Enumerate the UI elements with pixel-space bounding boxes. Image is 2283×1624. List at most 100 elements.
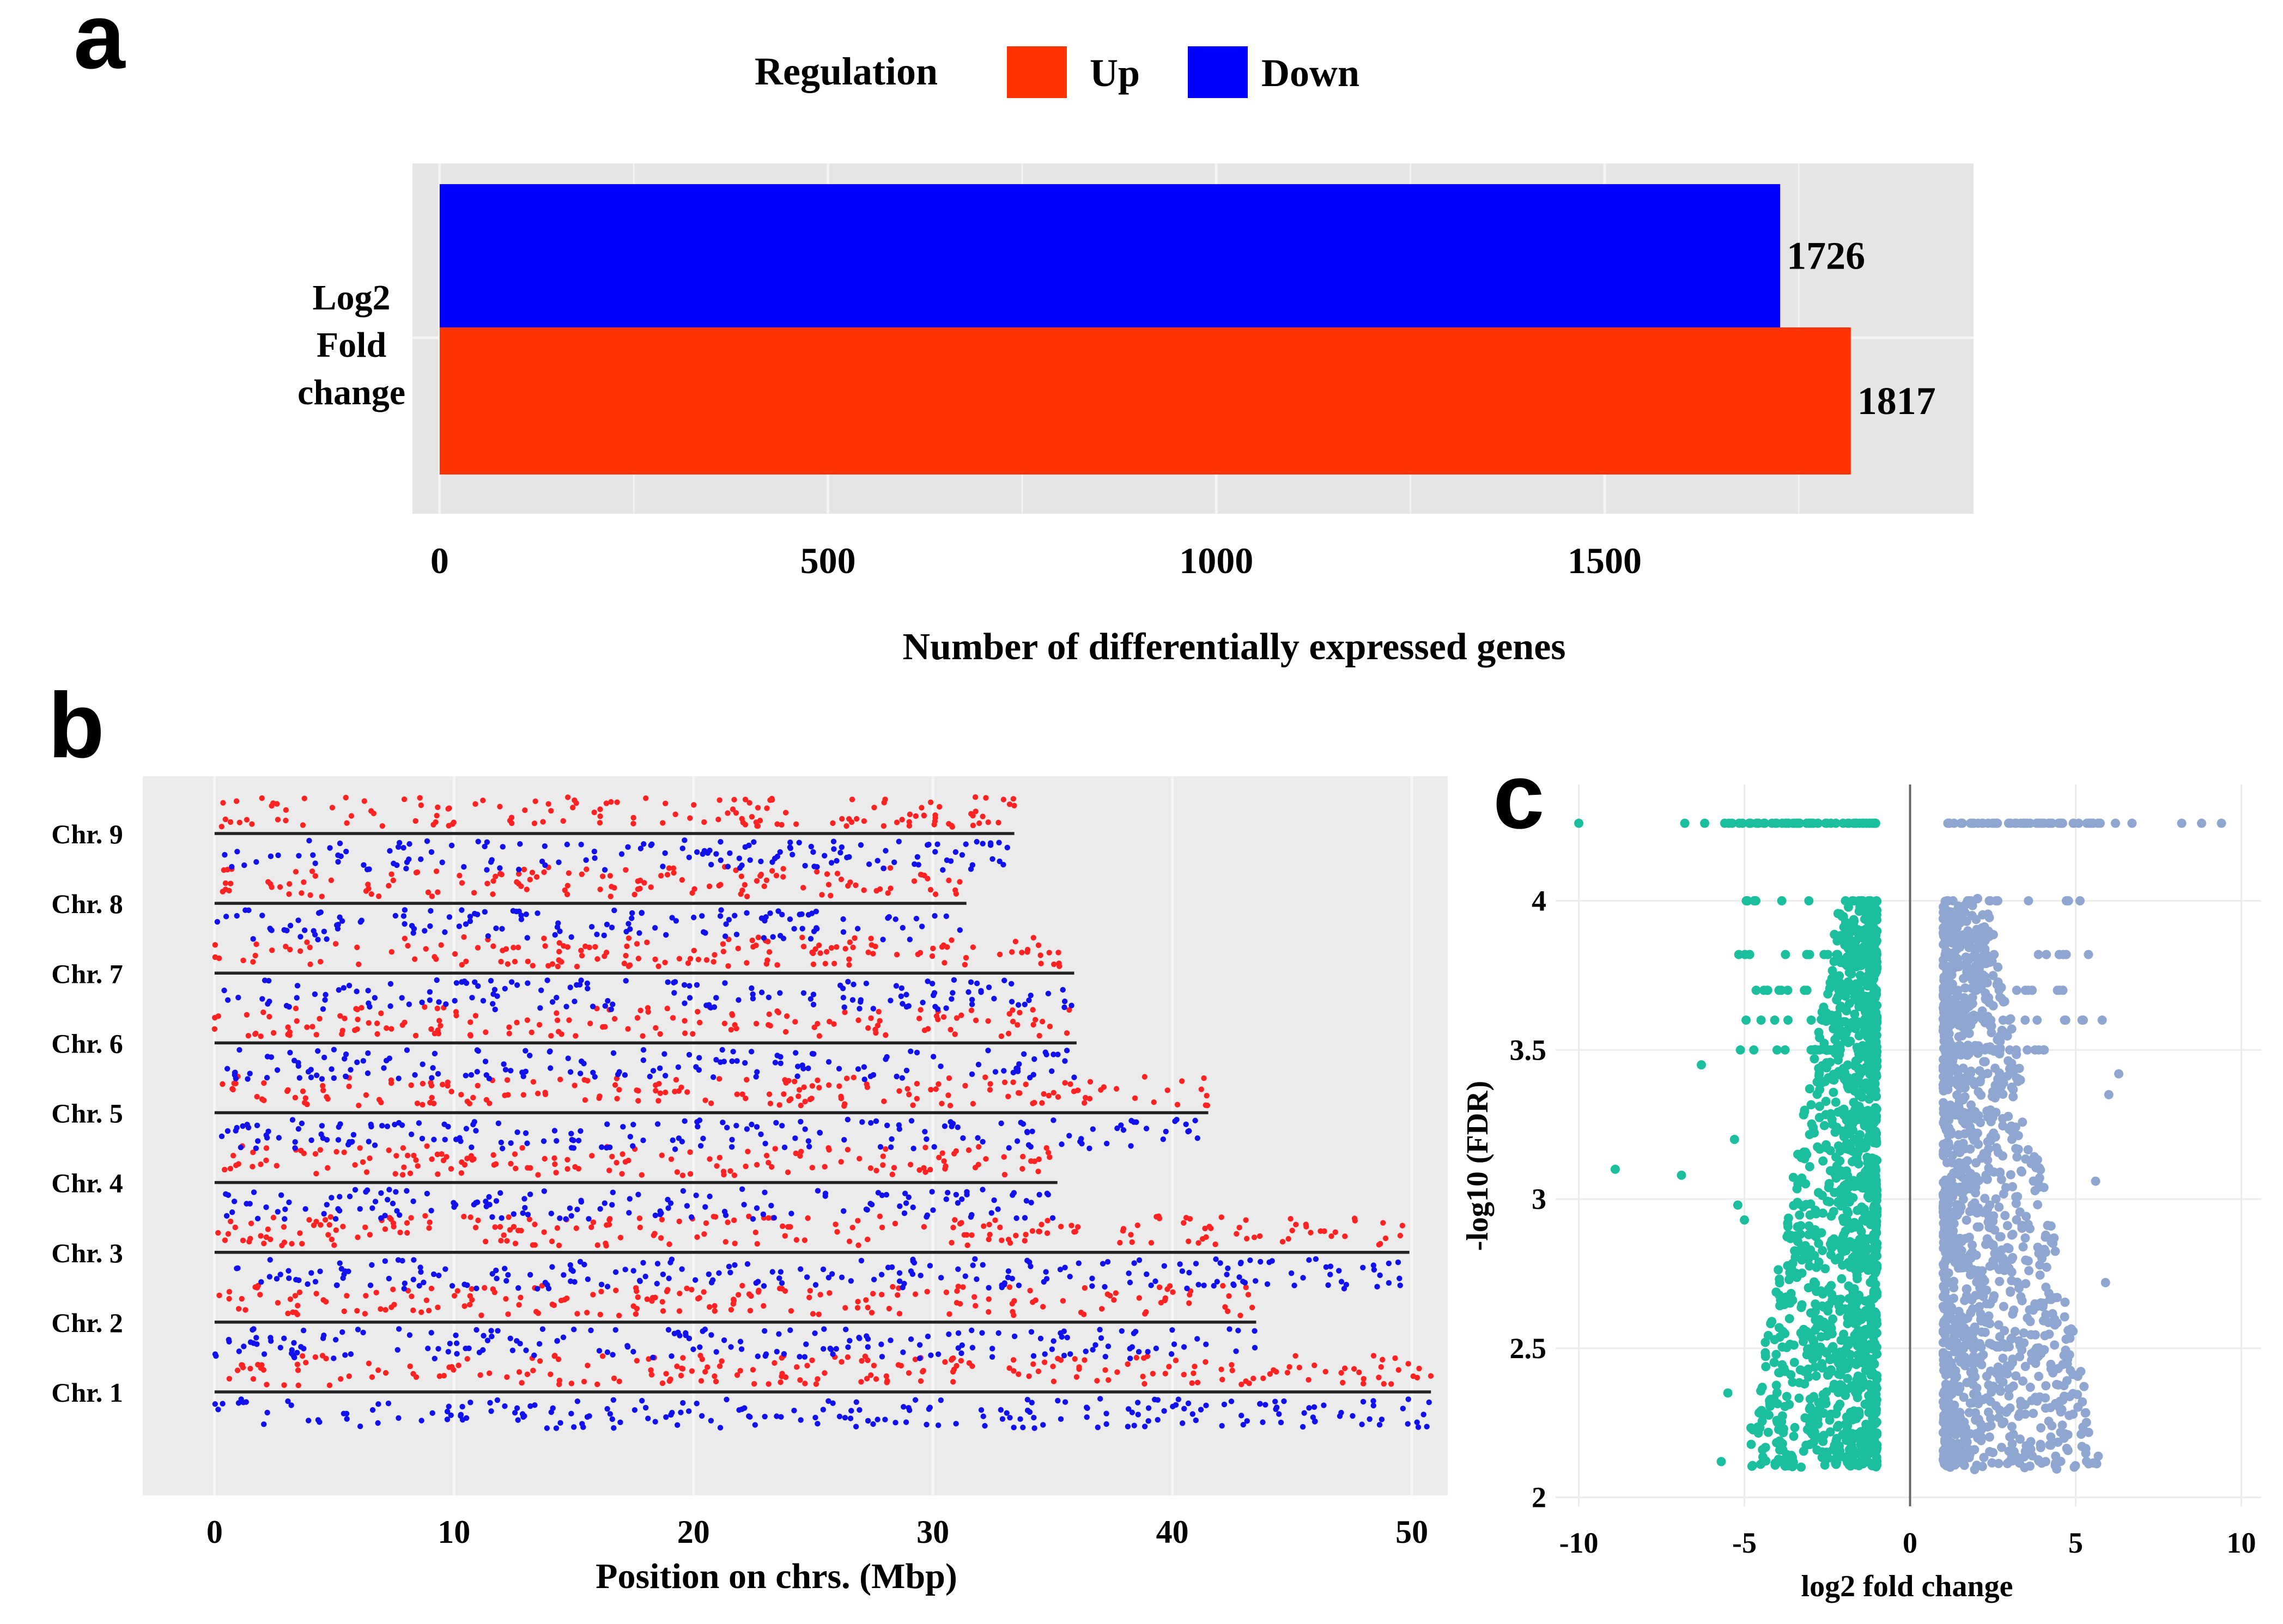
- up-gene-point: [867, 1165, 874, 1171]
- down-gene-point: [315, 910, 322, 916]
- up-gene-point: [283, 944, 289, 950]
- down-point: [1811, 1279, 1820, 1289]
- up-gene-point: [604, 1222, 610, 1228]
- up-gene-point: [599, 1353, 606, 1359]
- down-gene-point: [879, 1192, 885, 1199]
- down-gene-point: [791, 926, 797, 932]
- up-gene-point: [1066, 1007, 1072, 1013]
- down-gene-point: [930, 1207, 936, 1213]
- down-gene-point: [794, 1073, 800, 1079]
- up-gene-point: [737, 1367, 743, 1374]
- down-gene-point: [572, 1279, 578, 1285]
- down-gene-point: [713, 1349, 719, 1355]
- down-gene-point: [987, 840, 994, 846]
- down-gene-point: [549, 999, 556, 1005]
- up-gene-point: [428, 1026, 434, 1032]
- down-gene-point: [447, 1340, 453, 1347]
- up-gene-point: [973, 808, 979, 814]
- up-gene-point: [871, 1363, 877, 1368]
- up-gene-point: [649, 1294, 655, 1301]
- down-gene-point: [694, 1401, 700, 1407]
- down-gene-point: [1004, 844, 1010, 851]
- down-gene-point: [647, 1073, 653, 1080]
- down-gene-point: [900, 1285, 906, 1291]
- up-gene-point: [720, 1169, 727, 1175]
- down-point: [1734, 818, 1744, 828]
- down-gene-point: [935, 1351, 942, 1357]
- down-point: [1853, 1206, 1862, 1215]
- up-gene-point: [530, 1242, 536, 1248]
- down-gene-point: [535, 910, 541, 916]
- down-gene-point: [739, 862, 745, 868]
- down-gene-point: [435, 1346, 441, 1352]
- down-point: [1858, 1106, 1868, 1116]
- down-point: [1842, 1006, 1851, 1016]
- up-gene-point: [253, 1030, 259, 1037]
- down-gene-point: [1051, 1051, 1057, 1057]
- down-point: [1801, 1179, 1811, 1189]
- down-point: [1861, 1004, 1871, 1014]
- up-gene-point: [1027, 1287, 1033, 1294]
- up-gene-point: [412, 1032, 419, 1039]
- down-gene-point: [1321, 1402, 1327, 1408]
- down-gene-point: [412, 1072, 418, 1078]
- ylabel-line-2: Fold: [317, 325, 386, 365]
- up-gene-point: [857, 1155, 863, 1162]
- up-gene-point: [831, 960, 837, 966]
- down-gene-point: [607, 1411, 614, 1417]
- down-gene-point: [749, 985, 755, 992]
- down-gene-point: [585, 986, 591, 992]
- up-gene-point: [493, 873, 499, 880]
- down-point: [1774, 1425, 1783, 1434]
- up-gene-point: [670, 865, 677, 871]
- up-gene-point: [763, 877, 770, 884]
- up-gene-point: [608, 893, 614, 899]
- down-gene-point: [692, 1277, 699, 1283]
- down-gene-point: [975, 1135, 981, 1141]
- up-gene-point: [982, 1074, 988, 1080]
- up-gene-point: [731, 1172, 738, 1178]
- down-point: [1827, 1295, 1837, 1305]
- down-point: [1807, 818, 1817, 828]
- up-gene-point: [542, 1090, 548, 1096]
- ylabel-line-1: Log2: [312, 278, 390, 318]
- down-gene-point: [295, 1063, 301, 1069]
- up-gene-point: [264, 1382, 270, 1388]
- up-gene-point: [1376, 1242, 1382, 1248]
- down-gene-point: [338, 853, 344, 859]
- up-gene-point: [987, 1087, 993, 1093]
- down-gene-point: [375, 1420, 381, 1426]
- down-point: [1855, 1130, 1865, 1140]
- down-gene-point: [726, 916, 732, 923]
- down-gene-point: [525, 980, 531, 986]
- down-gene-point: [334, 1282, 340, 1288]
- up-gene-point: [344, 1293, 350, 1299]
- down-point: [1868, 1401, 1878, 1410]
- down-point: [1856, 1315, 1866, 1324]
- down-point: [1790, 1246, 1800, 1256]
- up-gene-point: [830, 820, 836, 826]
- down-point: [1700, 818, 1710, 828]
- down-gene-point: [487, 1400, 493, 1406]
- down-point: [1849, 1155, 1859, 1165]
- down-point: [1832, 936, 1842, 946]
- down-gene-point: [822, 1193, 828, 1199]
- down-point: [1756, 1015, 1766, 1025]
- up-point: [2018, 1117, 2027, 1127]
- up-gene-point: [1395, 1367, 1402, 1373]
- up-gene-point: [1237, 1312, 1243, 1318]
- down-point: [1864, 1408, 1874, 1418]
- up-gene-point: [626, 935, 632, 941]
- up-gene-point: [876, 1008, 882, 1015]
- down-gene-point: [1010, 1069, 1017, 1076]
- up-gene-point: [1342, 1233, 1348, 1239]
- up-gene-point: [331, 1242, 337, 1248]
- up-gene-point: [946, 1311, 952, 1317]
- up-gene-point: [637, 877, 643, 884]
- up-gene-point: [1378, 1364, 1385, 1370]
- down-gene-point: [499, 926, 505, 932]
- up-gene-point: [796, 1087, 803, 1093]
- down-gene-point: [224, 997, 231, 1003]
- down-gene-point: [865, 1344, 871, 1350]
- down-gene-point: [857, 1335, 863, 1341]
